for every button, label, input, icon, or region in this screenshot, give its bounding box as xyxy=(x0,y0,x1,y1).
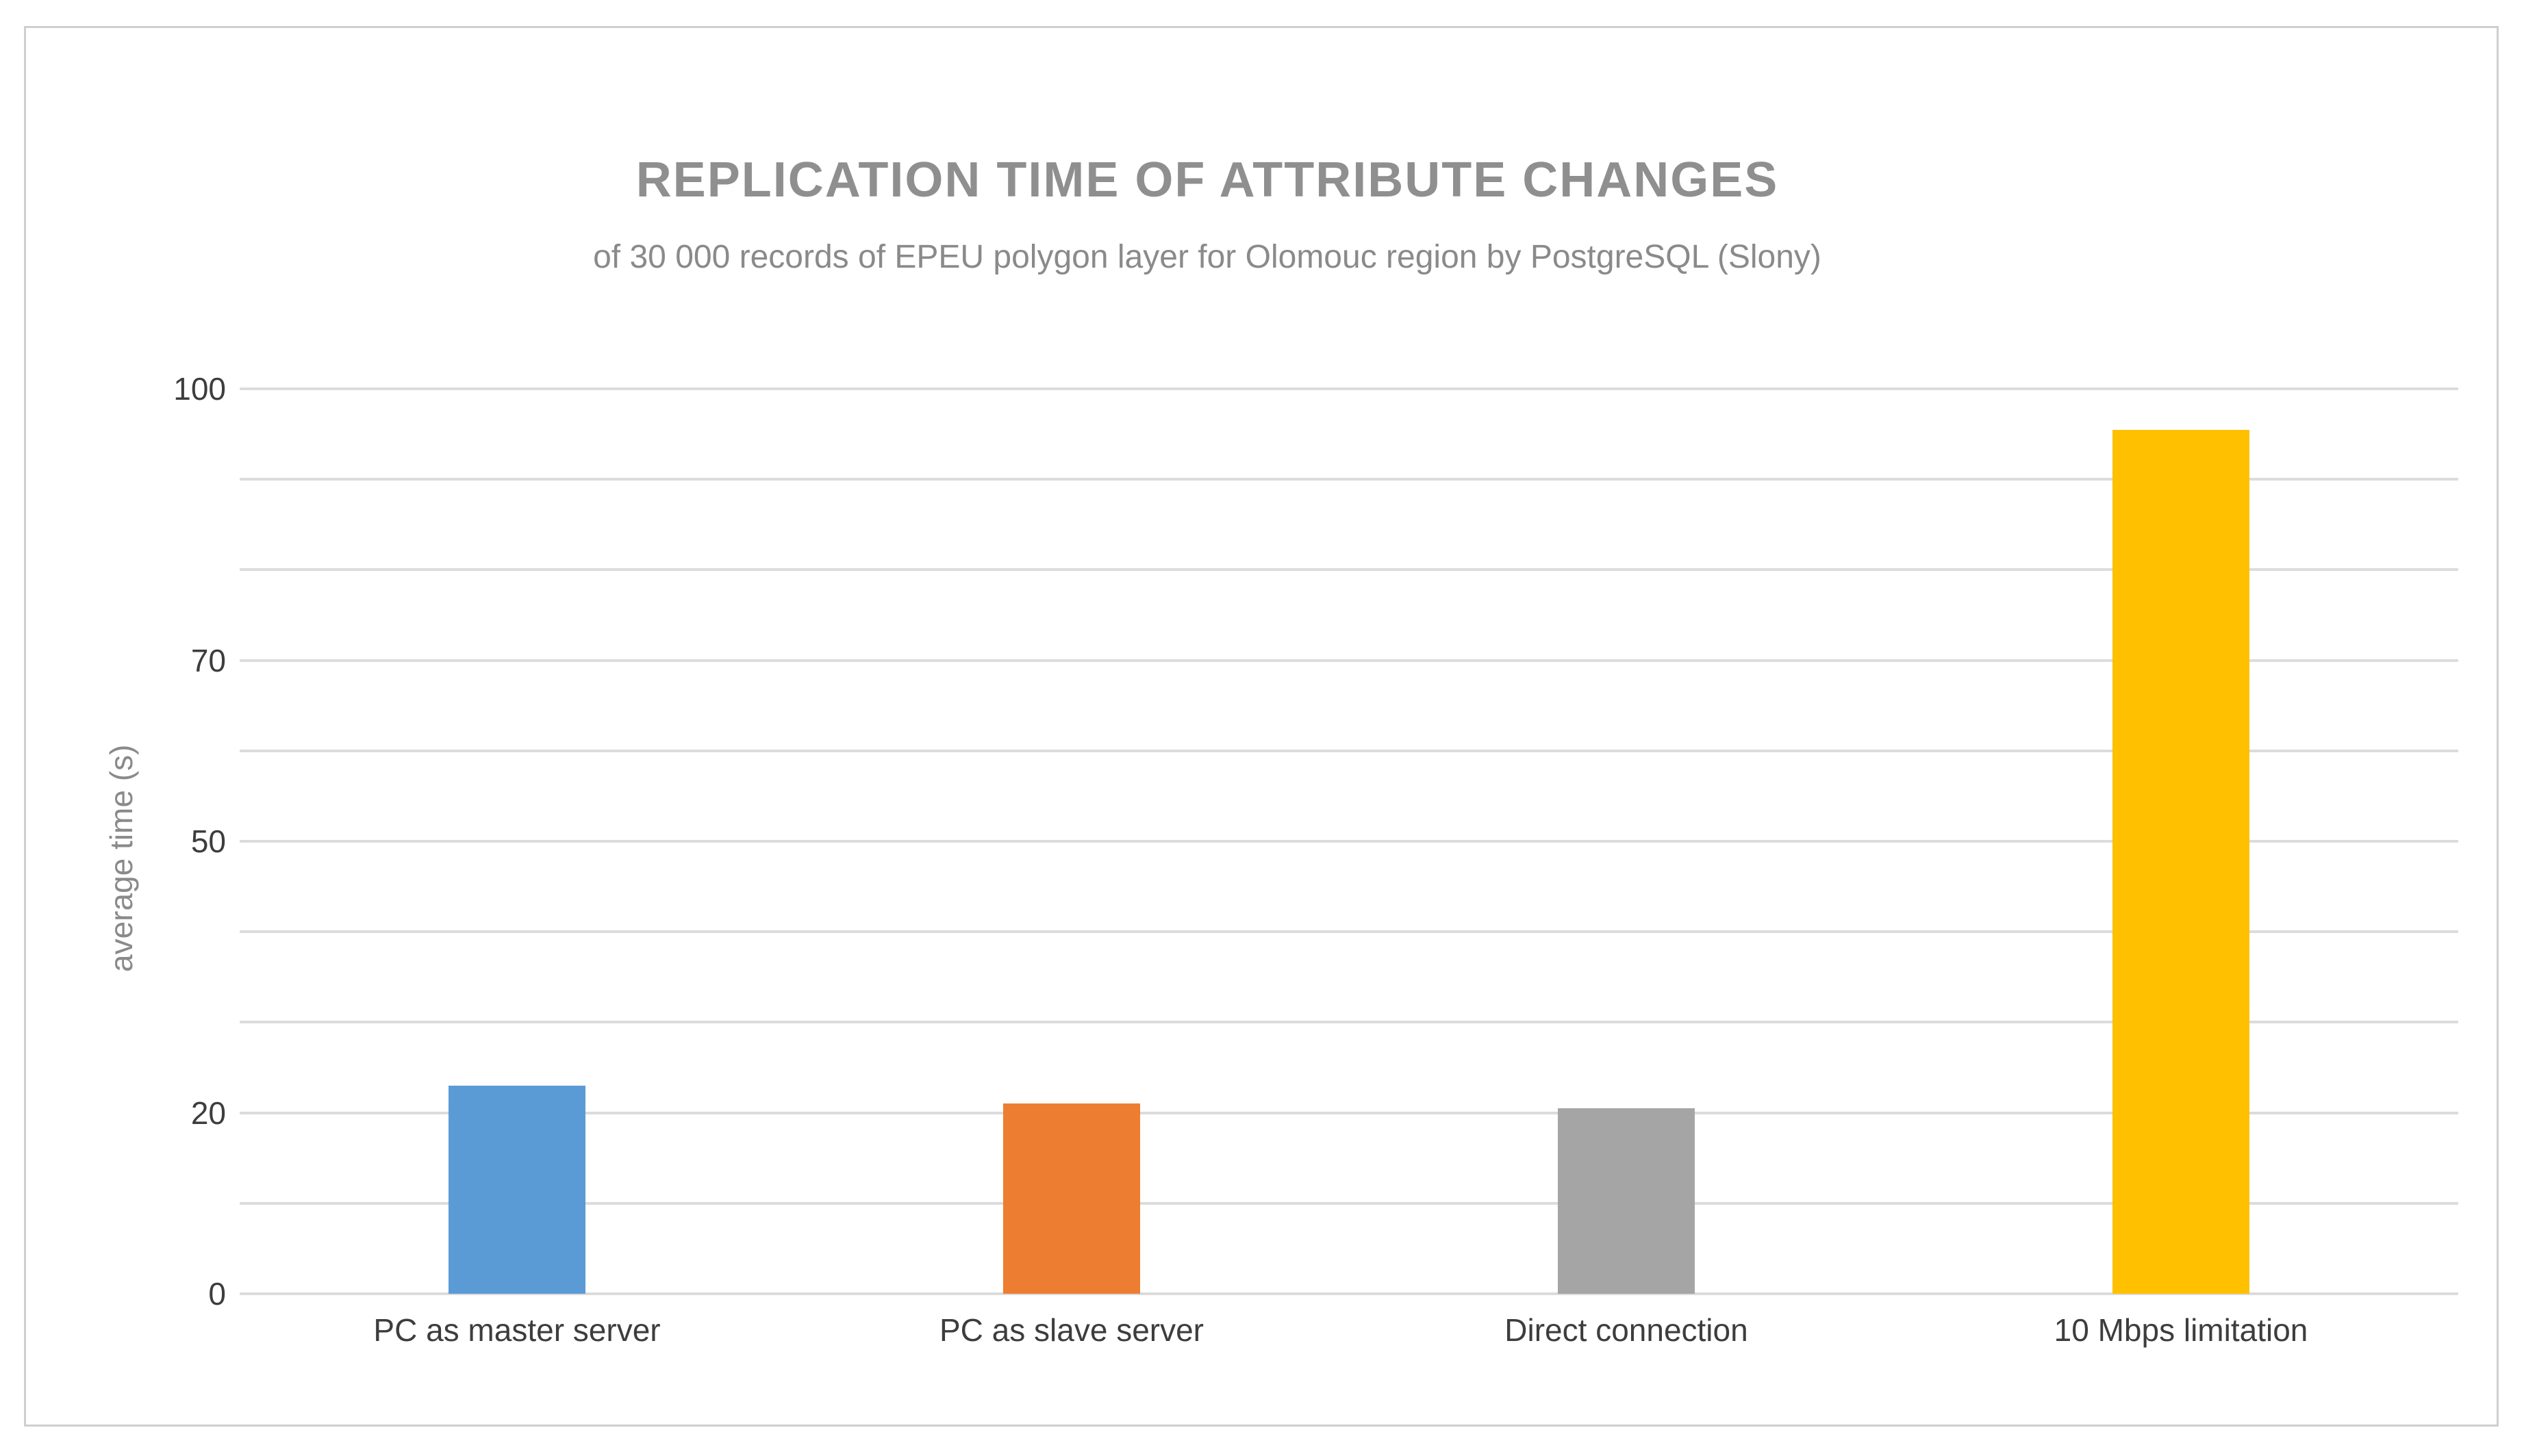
y-tick-label-70: 70 xyxy=(190,642,226,678)
y-tick-label-20: 20 xyxy=(190,1095,226,1131)
bar-slot-3 xyxy=(1349,389,1904,1294)
x-category-label-3: Direct connection xyxy=(1504,1312,1748,1348)
bar-10-mbps-limitation xyxy=(2112,429,2249,1294)
chart-subtitle: of 30 000 records of EPEU polygon layer … xyxy=(593,239,1821,275)
gridline-70 xyxy=(240,659,2458,662)
y-tick-label-0: 0 xyxy=(208,1276,226,1312)
x-category-label-1: PC as master server xyxy=(373,1312,661,1348)
bar-slot-2 xyxy=(794,389,1349,1294)
y-axis-title: average time (s) xyxy=(103,744,139,972)
bar-slot-4 xyxy=(1904,389,2458,1294)
x-category-label-2: PC as slave server xyxy=(939,1312,1204,1348)
gridline-100 xyxy=(240,387,2458,390)
gridline-0 xyxy=(240,1292,2458,1295)
gridline-10 xyxy=(240,1201,2458,1205)
gridline-30 xyxy=(240,1021,2458,1024)
gridline-60 xyxy=(240,749,2458,752)
x-category-label-4: 10 Mbps limitation xyxy=(2054,1312,2308,1348)
gridline-40 xyxy=(240,930,2458,934)
y-tick-label-50: 50 xyxy=(190,823,226,859)
chart-title: REPLICATION TIME OF ATTRIBUTE CHANGES xyxy=(635,153,1779,207)
bar-pc-as-master-server xyxy=(449,1085,585,1294)
bars-group xyxy=(240,389,2458,1294)
y-tick-label-100: 100 xyxy=(173,371,226,407)
gridline-20 xyxy=(240,1111,2458,1114)
gridline-80 xyxy=(240,568,2458,572)
x-axis-category-labels: PC as master server PC as slave server Dir… xyxy=(240,1312,2458,1349)
bar-direct-connection xyxy=(1558,1108,1695,1294)
gridline-90 xyxy=(240,478,2458,481)
chart-frame xyxy=(24,26,2499,1427)
gridline-50 xyxy=(240,840,2458,843)
bar-slot-1 xyxy=(240,389,794,1294)
bar-pc-as-slave-server xyxy=(1003,1103,1140,1294)
plot-area xyxy=(240,387,2458,1295)
